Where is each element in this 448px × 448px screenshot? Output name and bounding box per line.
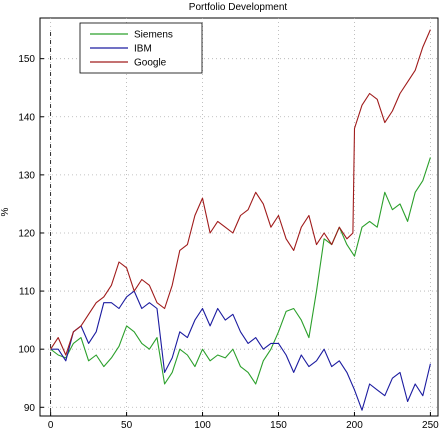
- y-tick-label: 100: [18, 345, 35, 356]
- chart-title: Portfolio Development: [189, 2, 288, 13]
- y-tick-label: 130: [18, 170, 35, 181]
- x-tick-label: 50: [121, 420, 133, 431]
- legend: Siemens IBM Google: [79, 22, 203, 74]
- legend-label: Google: [134, 58, 167, 69]
- legend-label: Siemens: [134, 30, 173, 41]
- series-line-siemens: [50, 157, 431, 385]
- axis-ticks: 0 50 100 150 200 250 90 100 110 120 130 140 150: [18, 54, 439, 431]
- y-tick-label: 140: [18, 112, 35, 123]
- x-tick-label: 150: [270, 420, 287, 431]
- y-tick-label: 150: [18, 54, 35, 65]
- legend-label: IBM: [134, 44, 152, 55]
- series-line-google: [50, 29, 431, 356]
- series-line-ibm: [50, 290, 431, 411]
- x-tick-label: 250: [422, 420, 439, 431]
- x-tick-label: 0: [48, 420, 54, 431]
- y-axis-title: %: [0, 207, 11, 216]
- y-tick-label: 90: [24, 403, 36, 414]
- x-tick-label: 100: [194, 420, 211, 431]
- plot-area: [39, 17, 439, 417]
- y-tick-label: 110: [19, 287, 35, 298]
- series-layer: [50, 29, 431, 411]
- x-tick-label: 200: [346, 420, 363, 431]
- y-tick-label: 120: [18, 228, 35, 239]
